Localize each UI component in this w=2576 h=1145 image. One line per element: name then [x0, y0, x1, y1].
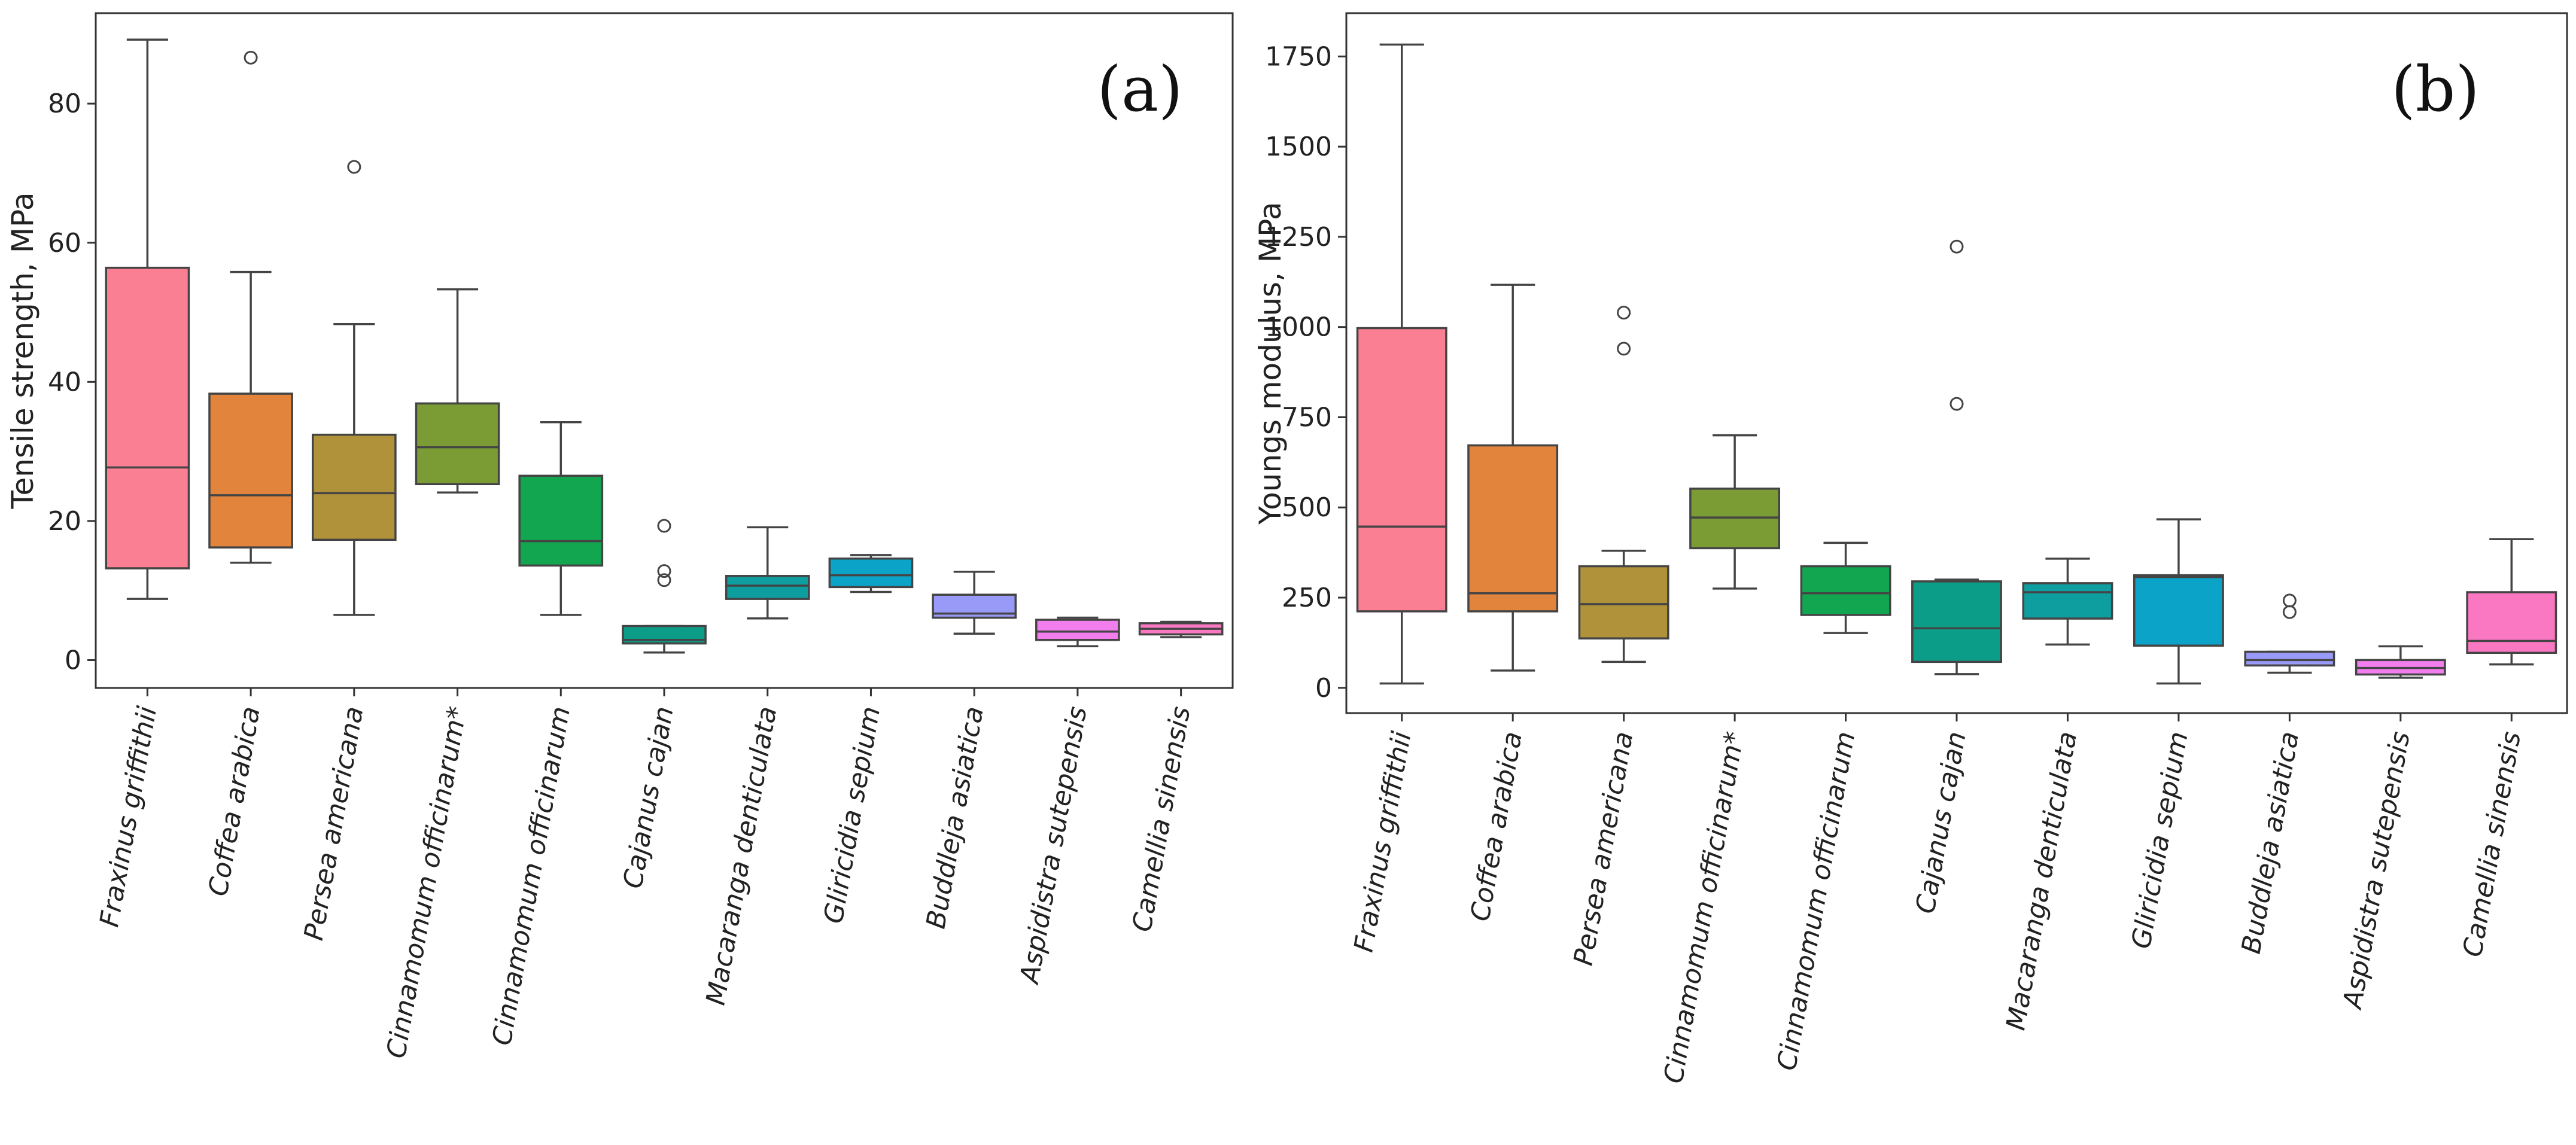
- a-box-7: [828, 554, 914, 593]
- a-outlier-5-2: [657, 573, 671, 587]
- b-ytick-label-2: 500: [1282, 492, 1332, 523]
- b-iqr-box-2: [1578, 565, 1669, 640]
- a-ytick-label-1: 20: [48, 506, 81, 537]
- b-category-label-0: Fraxinus griffithii: [1349, 729, 1418, 954]
- a-iqr-box-7: [828, 557, 914, 589]
- b-category-label-10: Camellia sinensis: [2458, 729, 2527, 959]
- a-iqr-box-2: [311, 433, 397, 541]
- b-ytick-label-7: 1750: [1265, 41, 1332, 72]
- b-category-label-3: Cinnamomum officinarum*: [1658, 729, 1750, 1086]
- b-box-8: [2244, 593, 2335, 674]
- b-iqr-box-4: [1800, 565, 1891, 616]
- a-iqr-box-3: [415, 402, 500, 486]
- a-box-4: [518, 421, 604, 616]
- a-outlier-5-0: [657, 519, 671, 533]
- b-iqr-box-0: [1356, 327, 1447, 613]
- b-box-4: [1800, 541, 1891, 634]
- b-panel-label: (b): [2391, 53, 2480, 126]
- b-iqr-box-5: [1911, 580, 2002, 663]
- b-outlier-2-0: [1617, 306, 1631, 320]
- a-box-10: [1138, 620, 1224, 638]
- b-box-2: [1578, 306, 1669, 663]
- b-ytick-label-3: 750: [1282, 402, 1332, 433]
- b-box-10: [2466, 538, 2557, 666]
- a-ytick-label-4: 80: [48, 89, 81, 119]
- a-iqr-box-1: [208, 392, 293, 549]
- b-outlier-5-1: [1950, 397, 1964, 411]
- b-ytick-label-4: 1000: [1265, 312, 1332, 343]
- b-box-6: [2022, 558, 2113, 646]
- b-category-label-1: Coffea arabica: [1465, 729, 1528, 924]
- b-category-label-9: Aspidistra sutepensis: [2337, 729, 2416, 1012]
- b-ytick-label-5: 1250: [1265, 222, 1332, 252]
- a-outlier-5-1: [657, 564, 671, 578]
- b-category-label-4: Cinnamomum officinarum: [1771, 729, 1861, 1073]
- b-ytick-label-6: 1500: [1265, 132, 1332, 162]
- a-ytick-label-2: 40: [48, 367, 81, 397]
- a-category-label-10: Camellia sinensis: [1127, 704, 1196, 934]
- b-box-0: [1356, 43, 1447, 685]
- a-ytick-label-0: 0: [65, 645, 81, 675]
- a-category-label-4: Cinnamomum officinarum: [486, 704, 576, 1047]
- b-iqr-box-1: [1467, 444, 1559, 613]
- a-category-label-2: Persea americana: [299, 704, 370, 943]
- panel-b-youngs-modulus: 0 250 500 750 1000 1250 1500 1750 Youngs modulus…: [1253, 12, 2568, 1086]
- b-category-label-2: Persea americana: [1568, 729, 1640, 968]
- panel-a-tensile-strength: 0 20 40 60 80 Tensile strength, MPa (a) Fraxinu…: [5, 12, 1234, 1061]
- b-iqr-box-8: [2244, 650, 2335, 667]
- a-box-8: [932, 571, 1017, 635]
- b-box-7: [2133, 518, 2224, 685]
- a-box-5: [622, 519, 707, 654]
- a-y-axis-title: Tensile strength, MPa: [5, 192, 40, 509]
- b-iqr-box-10: [2466, 591, 2557, 654]
- a-category-label-6: Macaranga denticulata: [701, 704, 783, 1007]
- a-category-label-8: Buddleja asiatica: [920, 704, 990, 931]
- a-box-1: [208, 50, 293, 564]
- b-box-1: [1467, 284, 1559, 672]
- a-panel-label: (a): [1097, 53, 1182, 126]
- b-outlier-5-0: [1950, 239, 1964, 254]
- b-category-label-8: Buddleja asiatica: [2236, 729, 2306, 956]
- b-category-label-5: Cajanus cajan: [1910, 729, 1972, 916]
- a-outlier-1-0: [244, 50, 258, 65]
- a-outlier-2-0: [347, 160, 361, 174]
- a-iqr-box-4: [518, 474, 604, 567]
- b-category-label-6: Macaranga denticulata: [2000, 729, 2083, 1033]
- a-box-2: [311, 160, 397, 616]
- a-category-label-3: Cinnamomum officinarum*: [381, 704, 473, 1061]
- a-box-3: [415, 288, 500, 494]
- a-ytick-label-3: 60: [48, 228, 81, 258]
- b-y-axis-title: Youngs modulus, MPa: [1253, 202, 1288, 525]
- a-iqr-box-9: [1035, 619, 1120, 641]
- a-box-0: [105, 38, 190, 600]
- b-outlier-8-0: [2282, 593, 2297, 608]
- b-category-label-7: Gliricidia sepium: [2126, 729, 2194, 951]
- a-iqr-box-6: [725, 575, 810, 600]
- b-iqr-box-6: [2022, 582, 2113, 620]
- b-box-9: [2355, 645, 2446, 679]
- b-box-5: [1911, 239, 2002, 675]
- b-iqr-box-7: [2133, 574, 2224, 647]
- b-ytick-label-1: 250: [1282, 583, 1332, 613]
- a-category-label-0: Fraxinus griffithii: [94, 704, 163, 929]
- a-category-label-1: Coffea arabica: [203, 704, 266, 899]
- b-outlier-8-1: [2282, 605, 2297, 619]
- b-ytick-label-0: 0: [1315, 673, 1332, 704]
- a-iqr-box-0: [105, 266, 190, 570]
- a-category-label-9: Aspidistra sutepensis: [1014, 704, 1093, 987]
- b-outlier-2-1: [1617, 342, 1631, 356]
- b-box-3: [1689, 434, 1781, 590]
- a-box-6: [725, 526, 810, 620]
- a-category-label-5: Cajanus cajan: [618, 704, 680, 891]
- a-category-label-7: Gliricidia sepium: [818, 704, 886, 926]
- a-box-9: [1035, 616, 1120, 647]
